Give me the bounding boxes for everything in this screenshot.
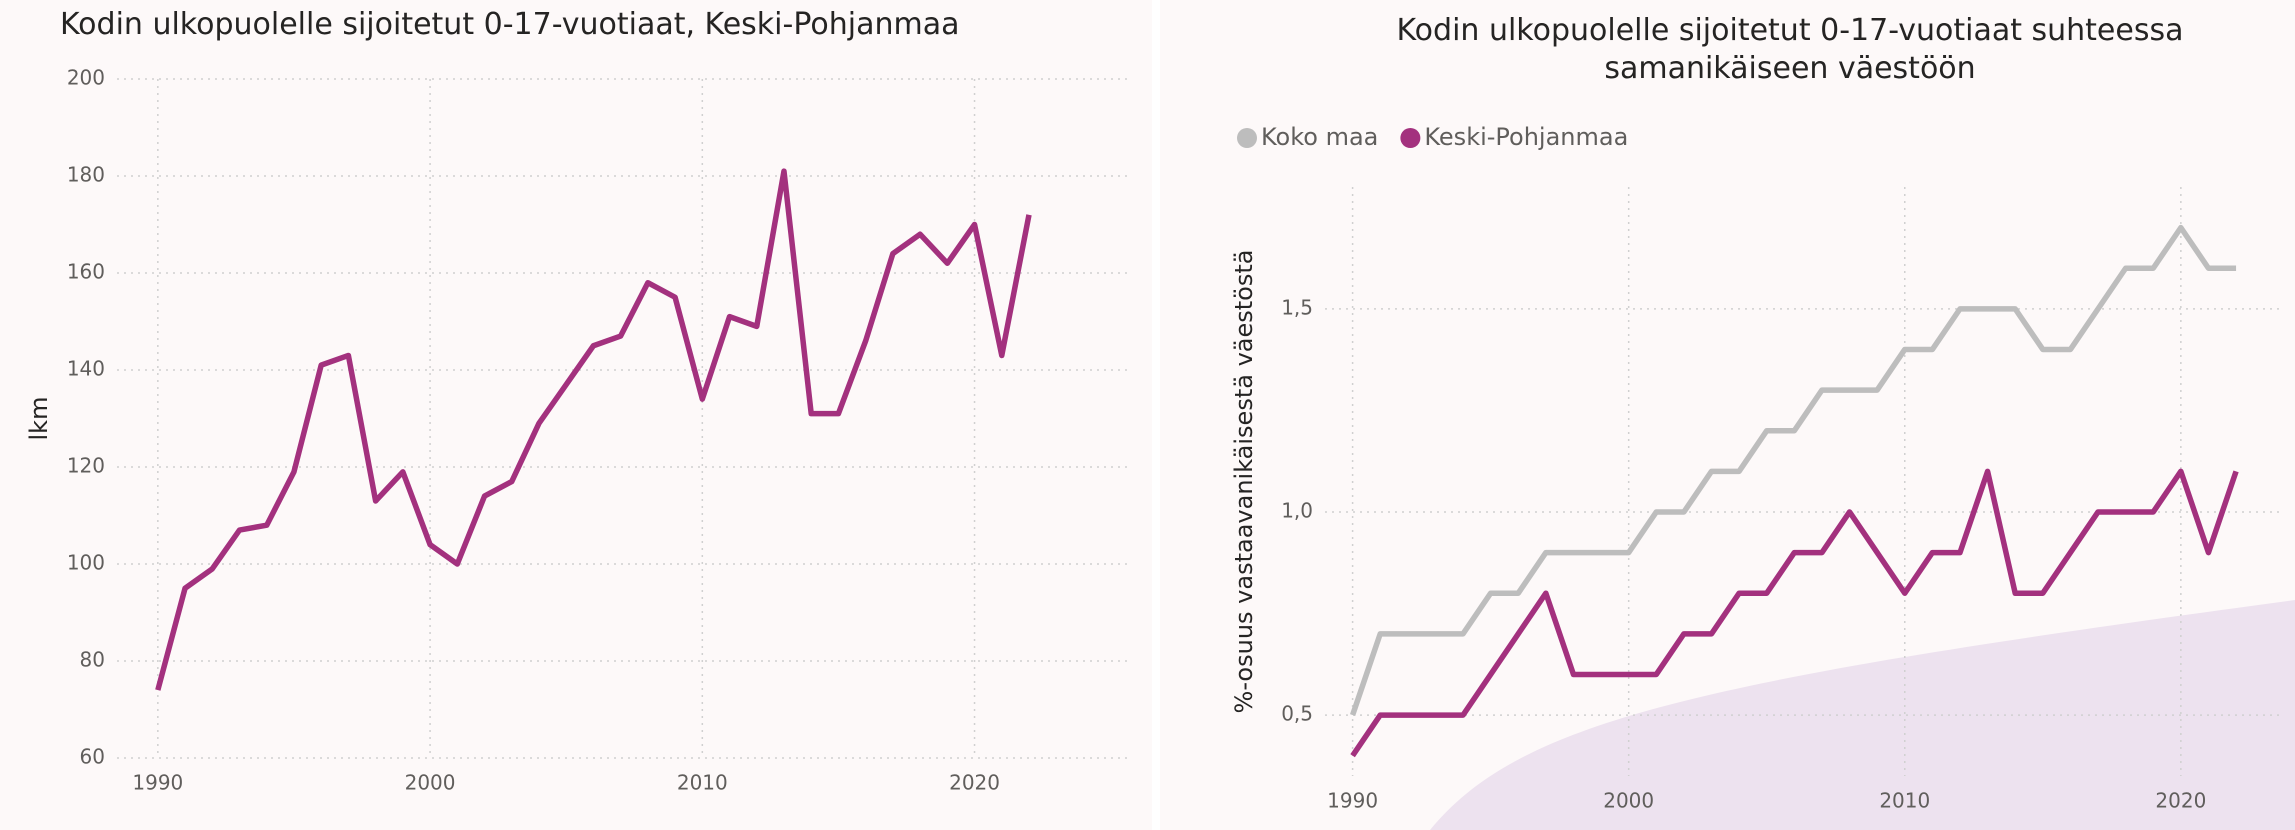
y-tick-label: 1,5 <box>1281 295 1313 319</box>
x-tick-label: 2020 <box>949 771 1000 795</box>
legend-marker <box>1400 128 1421 148</box>
x-tick-label: 2020 <box>2155 789 2206 813</box>
y-tick-label: 1,0 <box>1281 498 1313 522</box>
legend-label: Keski-Pohjanmaa <box>1424 123 1628 151</box>
y-tick-label: 140 <box>67 357 105 381</box>
x-tick-label: 1990 <box>1327 789 1378 813</box>
chart-title: Kodin ulkopuolelle sijoitetut 0-17-vuoti… <box>1396 13 2184 86</box>
data-line <box>1350 468 2239 758</box>
y-axis-label: lkm <box>25 397 53 441</box>
x-tick-label: 2000 <box>405 771 456 795</box>
x-tick-label: 2000 <box>1603 789 1654 813</box>
y-tick-label: 120 <box>67 454 105 478</box>
chart-title: Kodin ulkopuolelle sijoitetut 0-17-vuoti… <box>60 7 960 42</box>
y-tick-label: 160 <box>67 260 105 284</box>
data-line <box>1350 224 2237 716</box>
y-tick-label: 80 <box>80 648 105 672</box>
y-tick-label: 60 <box>80 745 105 769</box>
x-tick-label: 2010 <box>677 771 728 795</box>
data-line <box>155 168 1032 691</box>
y-tick-label: 0,5 <box>1281 702 1313 726</box>
y-tick-label: 180 <box>67 163 105 187</box>
x-tick-label: 1990 <box>132 771 183 795</box>
y-tick-label: 100 <box>67 551 105 575</box>
x-tick-label: 2010 <box>1879 789 1930 813</box>
y-tick-label: 200 <box>67 66 105 90</box>
legend-label: Koko maa <box>1261 123 1378 151</box>
decorative-wave <box>1430 600 2295 830</box>
legend-marker <box>1237 128 1257 148</box>
panel-background <box>0 0 1152 830</box>
y-axis-label: %-osuus vastaavanikäisestä väestöstä <box>1230 250 1258 714</box>
